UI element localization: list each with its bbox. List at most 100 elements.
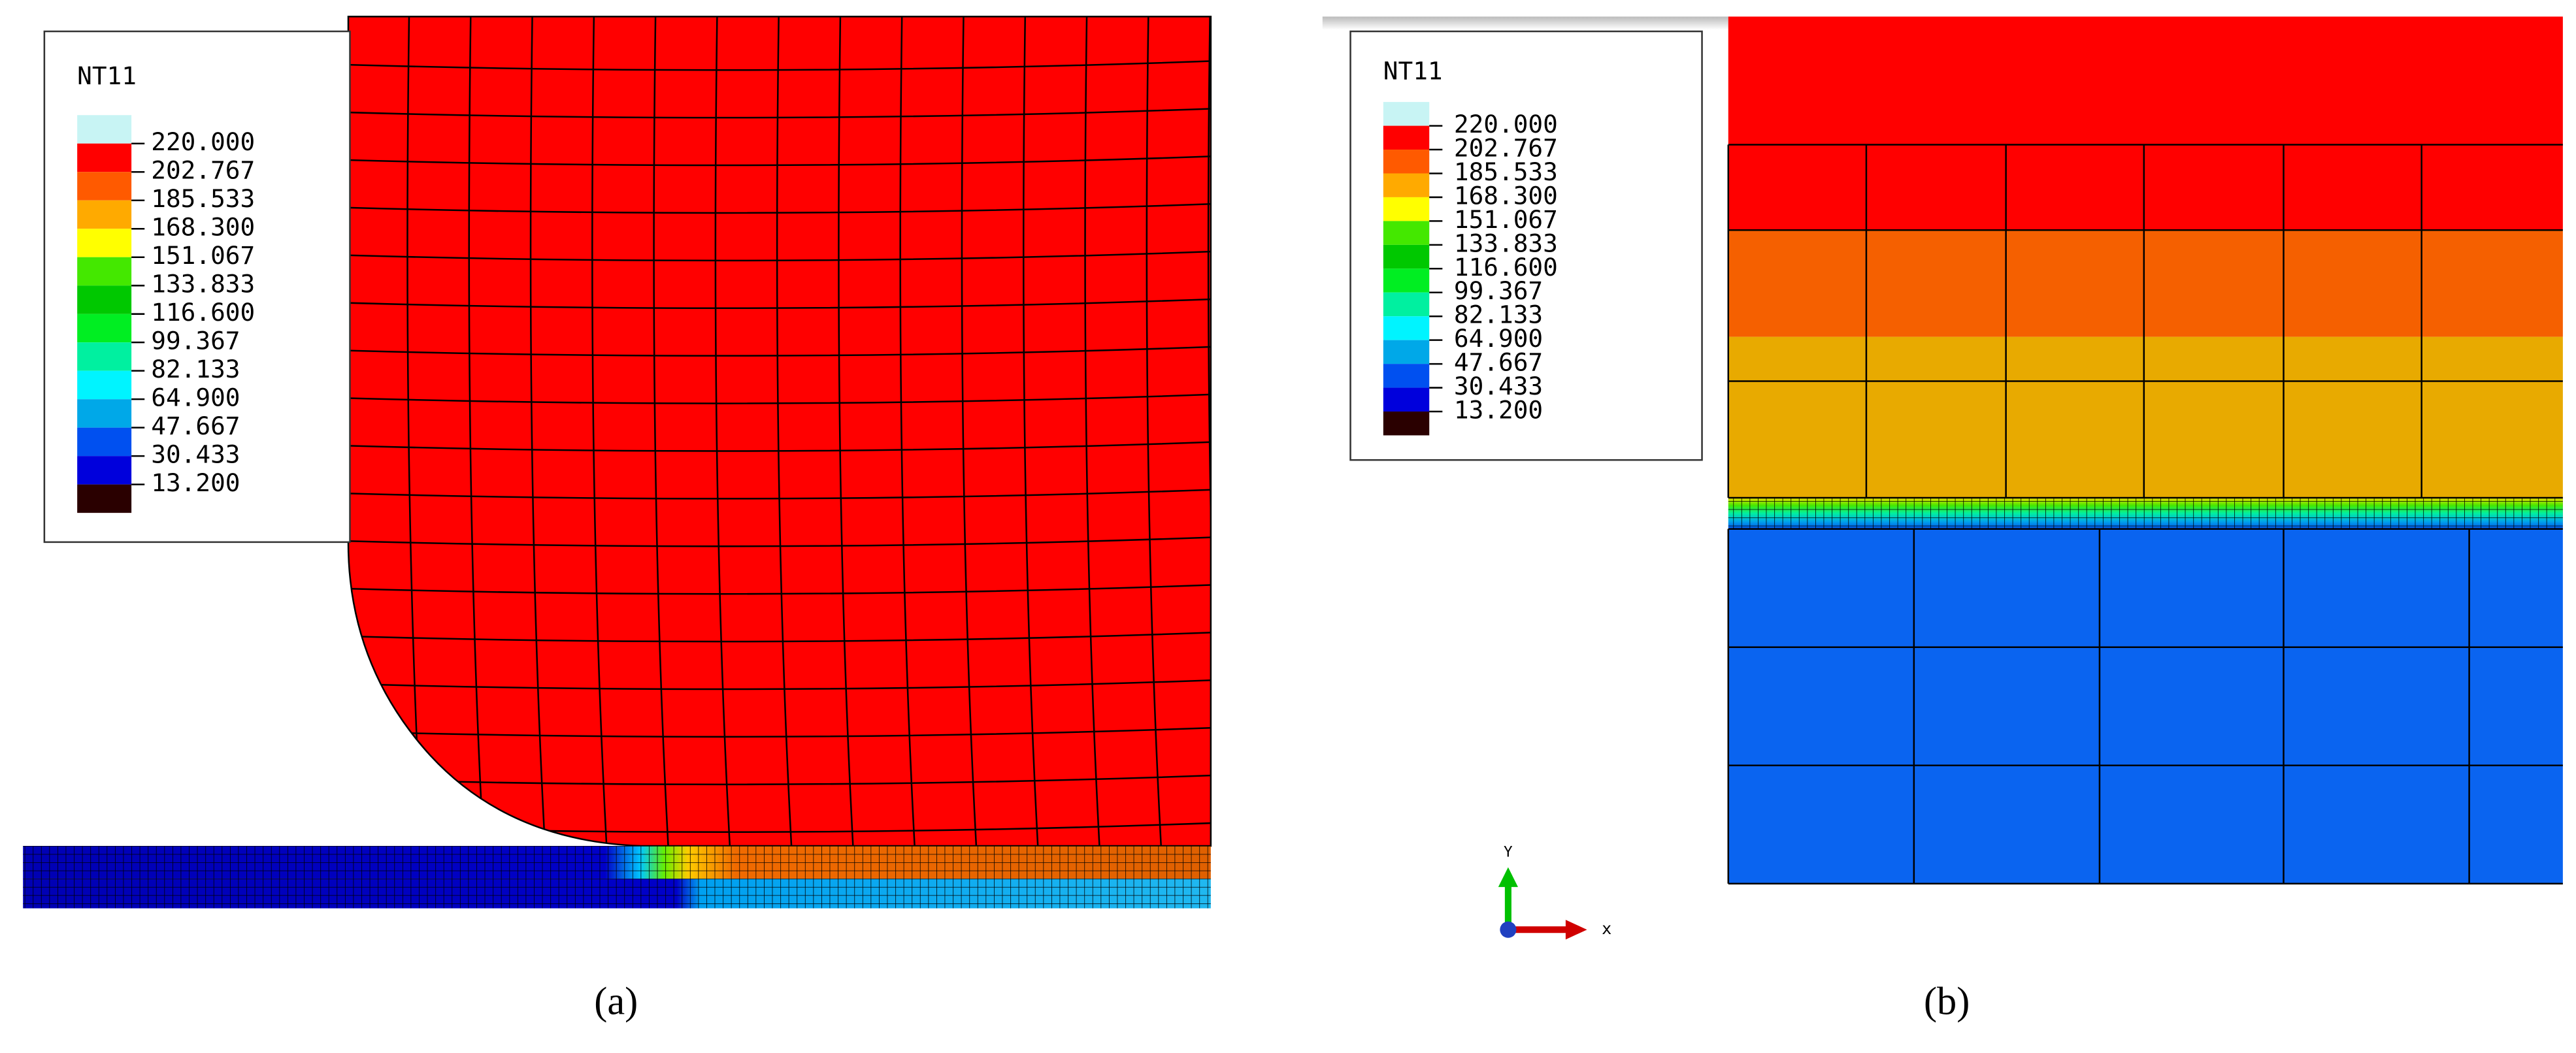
legend-label: 168.300 [1454, 181, 1558, 210]
legend-label: 151.067 [151, 241, 255, 270]
zone-mesh [1728, 498, 2563, 529]
legend-label: 82.133 [151, 355, 240, 383]
mesh-line [348, 60, 1211, 71]
origin [1500, 921, 1517, 938]
legend-label: 133.833 [1454, 229, 1558, 257]
mesh-line [529, 16, 546, 846]
mesh-line [1146, 16, 1163, 846]
legend-label: 30.433 [151, 440, 240, 469]
legend-label: 13.200 [151, 468, 240, 497]
legend-swatch [1383, 221, 1430, 245]
legend-swatch [1383, 364, 1430, 388]
legend: NT11220.000202.767185.533168.300151.0671… [1383, 56, 1558, 436]
legend-swatch [1383, 292, 1430, 317]
mesh-line [591, 16, 608, 846]
legend-swatch [1383, 316, 1430, 340]
mesh-line [348, 679, 1211, 690]
zone [1728, 528, 2563, 884]
legend-swatch [1383, 150, 1430, 174]
legend-label: 202.767 [151, 156, 255, 185]
x-arrowhead [1565, 920, 1587, 940]
mesh-line [348, 107, 1211, 119]
mesh-line [348, 155, 1211, 167]
mesh-line [348, 583, 1211, 595]
mesh-line [348, 536, 1211, 547]
mesh-line [348, 489, 1211, 500]
mesh-line [468, 16, 485, 846]
legend-label: 220.000 [151, 127, 255, 156]
legend-swatch [77, 314, 132, 343]
mesh-line [348, 250, 1211, 262]
legend-label: 64.900 [1454, 324, 1543, 353]
legend-swatch [1383, 197, 1430, 221]
legend-swatch [77, 456, 132, 485]
legend-label: 185.533 [1454, 157, 1558, 186]
legend-swatch [1383, 173, 1430, 197]
mesh-line [714, 16, 731, 846]
zone [1728, 16, 2563, 231]
legend-swatch [1383, 102, 1430, 126]
legend-label: 151.067 [1454, 205, 1558, 234]
legend-swatch [77, 285, 132, 314]
legend-swatch [1383, 244, 1430, 269]
legend: NT11220.000202.767185.533168.300151.0671… [77, 61, 255, 513]
legend-swatch [77, 342, 132, 371]
legend-swatch [1383, 125, 1430, 150]
caption: (a) [594, 980, 638, 1024]
legend-swatch [1383, 387, 1430, 412]
mesh [1727, 144, 2563, 885]
axis-label: x [1602, 919, 1611, 938]
legend-swatch [77, 115, 132, 144]
axis-label: Y [1504, 844, 1513, 861]
legend-label: 133.833 [151, 270, 255, 299]
mesh-line [348, 393, 1211, 404]
legend-label: 99.367 [151, 327, 240, 355]
legend-swatch [77, 370, 132, 400]
legend-swatch [1383, 412, 1430, 436]
mesh-line [348, 346, 1211, 357]
mesh-line [653, 16, 670, 846]
mesh-line [348, 202, 1211, 214]
legend-label: 13.200 [1454, 396, 1543, 425]
mesh-line [776, 16, 793, 846]
legend-title: NT11 [77, 61, 137, 90]
mesh-line [348, 441, 1211, 452]
legend-label: 220.000 [1454, 110, 1558, 138]
mesh-line [961, 16, 978, 846]
mesh-line [899, 16, 916, 846]
mesh-line [1084, 16, 1101, 846]
legend-label: 82.133 [1454, 300, 1543, 329]
legend-label: 185.533 [151, 184, 255, 213]
legend-swatch [77, 484, 132, 513]
legend-label: 116.600 [1454, 253, 1558, 282]
legend-swatch [77, 200, 132, 229]
legend-label: 47.667 [1454, 348, 1543, 377]
zone [1728, 230, 2563, 337]
caption: (b) [1924, 980, 1970, 1024]
zone [1728, 336, 2563, 498]
legend-label: 116.600 [151, 298, 255, 327]
shade [1322, 16, 1728, 30]
mesh [348, 16, 1211, 846]
mesh-line [1207, 16, 1211, 846]
axis-triad: Y x [1498, 844, 1611, 940]
legend-swatch [77, 229, 132, 257]
legend-label: 30.433 [1454, 372, 1543, 400]
legend-swatch [77, 172, 132, 201]
substrate-mesh [23, 845, 1211, 909]
legend-swatch [77, 143, 132, 172]
legend-swatch [77, 427, 132, 457]
legend-swatch [1383, 268, 1430, 293]
mesh-line [348, 774, 1211, 786]
legend-label: 47.667 [151, 412, 240, 440]
y-arrowhead [1498, 867, 1518, 887]
legend-title: NT11 [1383, 56, 1443, 85]
mesh-line [838, 16, 855, 846]
legend-swatch [77, 257, 132, 286]
mesh-line [348, 631, 1211, 643]
legend-label: 64.900 [151, 383, 240, 412]
legend-swatch [77, 399, 132, 428]
mesh-line [348, 726, 1211, 738]
legend-label: 168.300 [151, 213, 255, 242]
